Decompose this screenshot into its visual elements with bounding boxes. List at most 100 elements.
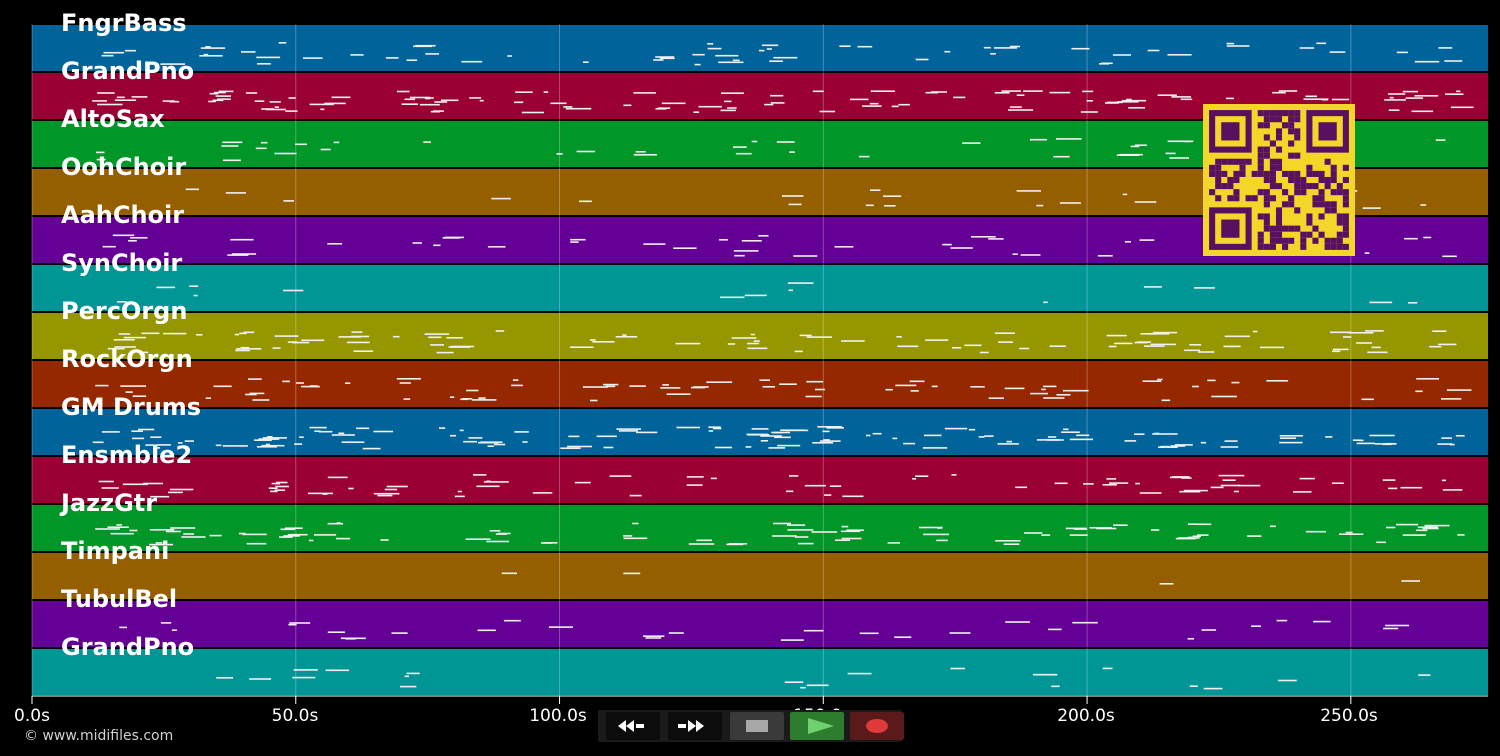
note-mark	[998, 341, 1014, 343]
note-mark	[629, 494, 642, 497]
note-mark	[773, 431, 783, 434]
note-mark	[512, 379, 519, 381]
note-mark	[1167, 54, 1192, 56]
track-lane	[32, 649, 1488, 695]
note-mark	[262, 437, 287, 439]
note-mark	[1197, 523, 1212, 526]
note-mark	[454, 495, 465, 498]
transport-controls	[598, 710, 904, 742]
note-mark	[759, 49, 765, 52]
note-mark	[1119, 153, 1143, 156]
note-mark	[1376, 541, 1386, 544]
note-mark	[693, 111, 700, 113]
note-mark	[278, 42, 287, 44]
note-mark	[1414, 95, 1439, 97]
note-mark	[150, 436, 162, 438]
note-mark	[439, 427, 446, 429]
note-mark	[185, 188, 199, 191]
note-mark	[181, 536, 206, 538]
note-mark	[1189, 685, 1198, 687]
note-mark	[708, 426, 721, 428]
note-mark	[162, 100, 175, 102]
note-mark	[1374, 443, 1397, 445]
note-mark	[307, 492, 333, 495]
note-mark	[331, 434, 355, 436]
note-mark	[246, 542, 267, 545]
note-mark	[318, 430, 333, 433]
note-mark	[1151, 529, 1160, 531]
fast-forward-button[interactable]	[668, 712, 722, 740]
note-mark	[786, 490, 794, 493]
note-mark	[1160, 445, 1170, 448]
note-mark	[215, 444, 222, 447]
note-mark	[770, 94, 784, 97]
note-mark	[1136, 341, 1152, 343]
note-mark	[238, 532, 246, 535]
note-mark	[721, 92, 744, 94]
note-mark	[984, 435, 994, 437]
note-mark	[240, 346, 250, 349]
note-mark	[1134, 201, 1157, 203]
note-mark	[391, 632, 408, 634]
note-mark	[444, 236, 464, 239]
note-mark	[507, 55, 512, 57]
note-mark	[812, 442, 834, 444]
note-mark	[995, 540, 1021, 542]
note-mark	[603, 383, 619, 386]
track-lane	[32, 601, 1488, 647]
note-mark	[768, 447, 786, 449]
note-mark	[1041, 534, 1051, 536]
note-mark	[165, 530, 181, 533]
note-mark	[1201, 629, 1217, 631]
note-mark	[751, 428, 769, 430]
note-mark	[1049, 345, 1066, 347]
note-mark	[401, 103, 418, 105]
note-mark	[1150, 343, 1176, 346]
note-mark	[406, 672, 420, 675]
note-mark	[1072, 621, 1098, 624]
note-mark	[260, 141, 268, 144]
track-label: Ensmble2	[61, 441, 193, 469]
note-mark	[346, 341, 370, 344]
note-mark	[842, 495, 864, 498]
note-mark	[1171, 96, 1191, 98]
note-mark	[1167, 140, 1194, 143]
note-mark	[1159, 583, 1174, 585]
note-mark	[727, 107, 737, 109]
note-mark	[1348, 332, 1374, 334]
note-mark	[149, 543, 174, 546]
note-mark	[271, 482, 280, 485]
note-mark	[169, 100, 180, 103]
note-mark	[567, 445, 592, 448]
note-mark	[123, 336, 146, 339]
note-mark	[1170, 445, 1186, 447]
note-mark	[257, 63, 271, 65]
note-mark	[655, 56, 675, 58]
note-mark	[1152, 331, 1177, 334]
rewind-button[interactable]	[606, 712, 660, 740]
note-mark	[1388, 109, 1400, 111]
note-mark	[942, 243, 952, 246]
qr-code-icon	[1203, 104, 1355, 256]
track-label: GM Drums	[61, 393, 202, 421]
note-mark	[193, 294, 198, 297]
note-mark	[922, 447, 948, 449]
note-mark	[560, 447, 581, 449]
note-mark	[1165, 152, 1176, 155]
note-mark	[373, 430, 394, 433]
note-mark	[1128, 107, 1145, 109]
note-mark	[1226, 97, 1234, 100]
record-button[interactable]	[850, 712, 904, 740]
note-mark	[183, 533, 195, 535]
play-button[interactable]	[790, 712, 844, 740]
note-mark	[514, 431, 529, 433]
note-mark	[605, 385, 616, 388]
stop-button[interactable]	[730, 712, 784, 740]
note-mark	[255, 147, 267, 150]
note-mark	[1444, 60, 1463, 62]
note-mark	[673, 247, 697, 249]
note-mark	[1086, 100, 1093, 102]
note-mark	[214, 91, 226, 94]
note-mark	[741, 240, 762, 242]
note-mark	[1339, 533, 1364, 535]
